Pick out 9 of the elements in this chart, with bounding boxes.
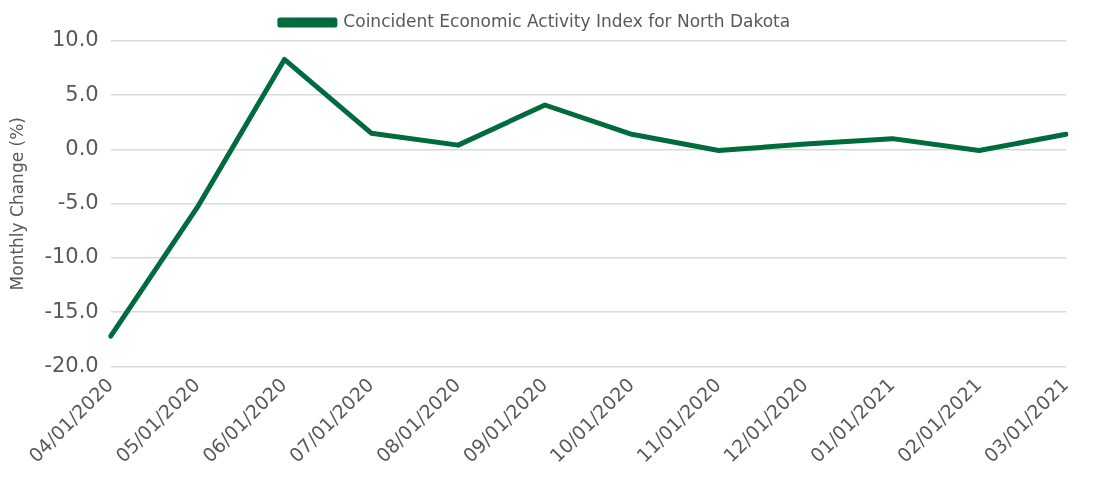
legend-label: Coincident Economic Activity Index for North Dakota: [343, 10, 791, 31]
y-tick-label: 10.0: [51, 27, 99, 52]
y-axis-title: Monthly Change (%): [6, 117, 27, 291]
y-tick-label: -15.0: [44, 298, 99, 323]
y-tick-label: 5.0: [65, 81, 99, 106]
y-tick-label: -10.0: [44, 244, 99, 269]
y-tick-label: -20.0: [44, 352, 99, 377]
y-tick-label: 0.0: [65, 135, 99, 160]
y-tick-label: -5.0: [57, 190, 99, 215]
